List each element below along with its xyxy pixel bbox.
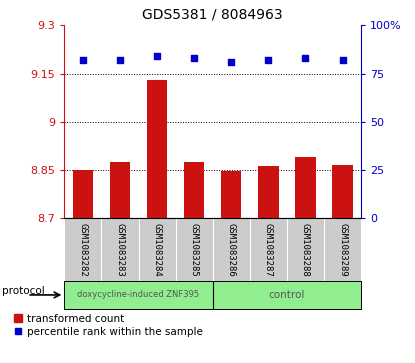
Point (228, 59, 234, 65)
Point (302, 55, 309, 61)
Text: GSM1083287: GSM1083287 (264, 223, 273, 277)
Point (339, 57, 346, 63)
Legend: transformed count, percentile rank within the sample: transformed count, percentile rank withi… (14, 314, 203, 337)
Text: GSM1083289: GSM1083289 (338, 223, 347, 277)
Text: GSM1083285: GSM1083285 (190, 223, 199, 277)
Text: GSM1083284: GSM1083284 (153, 223, 161, 277)
Point (265, 57, 272, 63)
Point (191, 55, 198, 61)
Point (154, 53, 160, 59)
Bar (221, 171, 242, 218)
Bar (73, 170, 93, 218)
Point (117, 57, 123, 63)
Text: GSM1083286: GSM1083286 (227, 223, 236, 277)
Bar (332, 165, 353, 218)
Point (80, 57, 86, 63)
Text: doxycycline-induced ZNF395: doxycycline-induced ZNF395 (78, 290, 200, 299)
Title: GDS5381 / 8084963: GDS5381 / 8084963 (142, 8, 283, 21)
Text: protocol: protocol (2, 286, 45, 296)
Text: control: control (269, 290, 305, 300)
Bar (110, 162, 130, 218)
Bar (258, 166, 278, 218)
Bar (184, 162, 204, 218)
Text: GSM1083282: GSM1083282 (78, 223, 88, 277)
Bar (147, 80, 167, 218)
Text: GSM1083288: GSM1083288 (301, 223, 310, 277)
Text: GSM1083283: GSM1083283 (115, 223, 124, 277)
Bar (295, 157, 316, 218)
